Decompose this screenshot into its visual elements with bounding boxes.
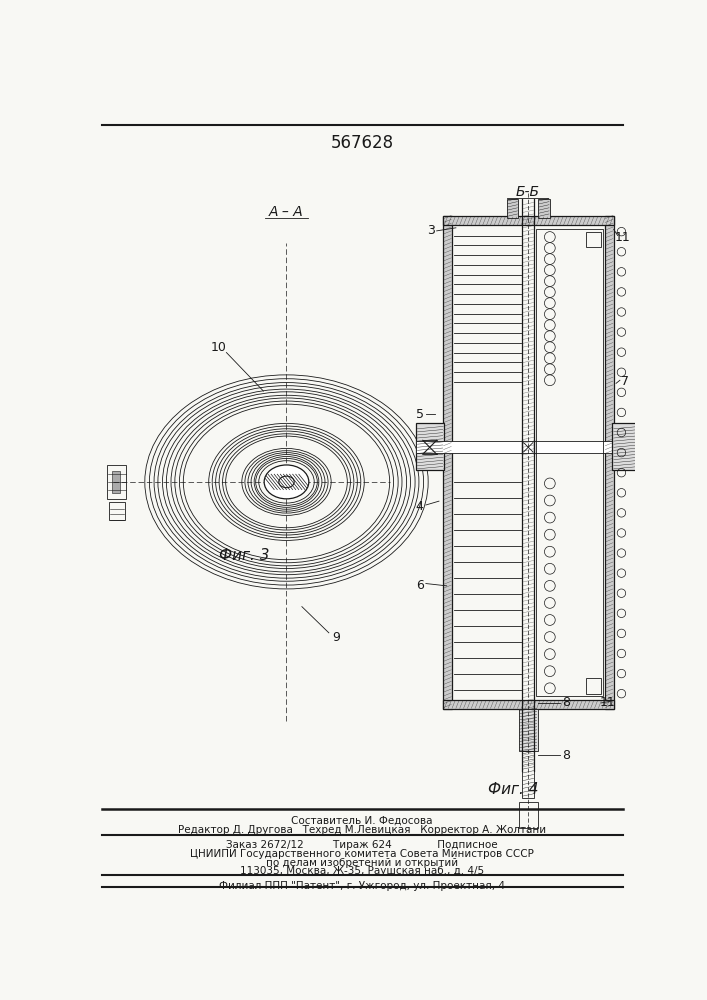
Bar [604, 216, 614, 709]
Text: Редактор Д. Другова   Техред М.Левицкая   Корректор А. Жолтани: Редактор Д. Другова Техред М.Левицкая Ко… [178, 825, 546, 835]
Text: 8: 8 [562, 749, 570, 762]
Bar [443, 216, 452, 709]
Text: 3: 3 [427, 224, 436, 237]
Text: Филиал ППП "Патент", г. Ужгород, ул. Проектная, 4: Филиал ППП "Патент", г. Ужгород, ул. Про… [219, 881, 505, 891]
Text: 113035, Москва, Ж-35, Раушская наб., д. 4/5: 113035, Москва, Ж-35, Раушская наб., д. … [240, 866, 484, 876]
Bar [443, 700, 614, 709]
Bar [522, 751, 534, 798]
Bar [423, 440, 437, 454]
Text: 7: 7 [621, 375, 629, 388]
Text: А – А: А – А [269, 205, 304, 219]
Text: Составитель И. Федосова: Составитель И. Федосова [291, 815, 433, 825]
Text: 11: 11 [600, 696, 616, 709]
Bar [416, 441, 641, 453]
Text: Заказ 2672/12         Тираж 624              Подписное: Заказ 2672/12 Тираж 624 Подписное [226, 840, 498, 850]
Text: 10: 10 [211, 341, 227, 354]
Bar [612, 423, 639, 470]
Text: 5: 5 [416, 408, 423, 421]
Bar [538, 199, 550, 218]
Text: 6: 6 [416, 579, 423, 592]
Text: ЦНИИПИ Государственного комитета Совета Министров СССР: ЦНИИПИ Государственного комитета Совета … [190, 849, 534, 859]
Text: 11: 11 [615, 231, 631, 244]
Bar [519, 802, 537, 828]
Text: Фиг. 4: Фиг. 4 [489, 782, 539, 797]
Bar [507, 199, 518, 218]
Text: Б-Б: Б-Б [515, 185, 539, 199]
Text: 8: 8 [562, 696, 570, 709]
Bar [586, 232, 602, 247]
Text: по делам изобретений и открытий: по делам изобретений и открытий [266, 858, 458, 868]
Bar [536, 229, 603, 696]
Bar [416, 423, 444, 470]
Bar [443, 216, 614, 225]
Bar [110, 502, 125, 520]
Text: 9: 9 [332, 631, 341, 644]
Text: 567628: 567628 [330, 134, 394, 152]
Bar [107, 465, 127, 499]
Bar [586, 678, 602, 694]
Ellipse shape [264, 465, 309, 499]
Bar [112, 471, 120, 493]
Text: 4: 4 [416, 500, 423, 513]
Text: Фиг. 3: Фиг. 3 [219, 548, 269, 563]
Bar [519, 709, 537, 751]
